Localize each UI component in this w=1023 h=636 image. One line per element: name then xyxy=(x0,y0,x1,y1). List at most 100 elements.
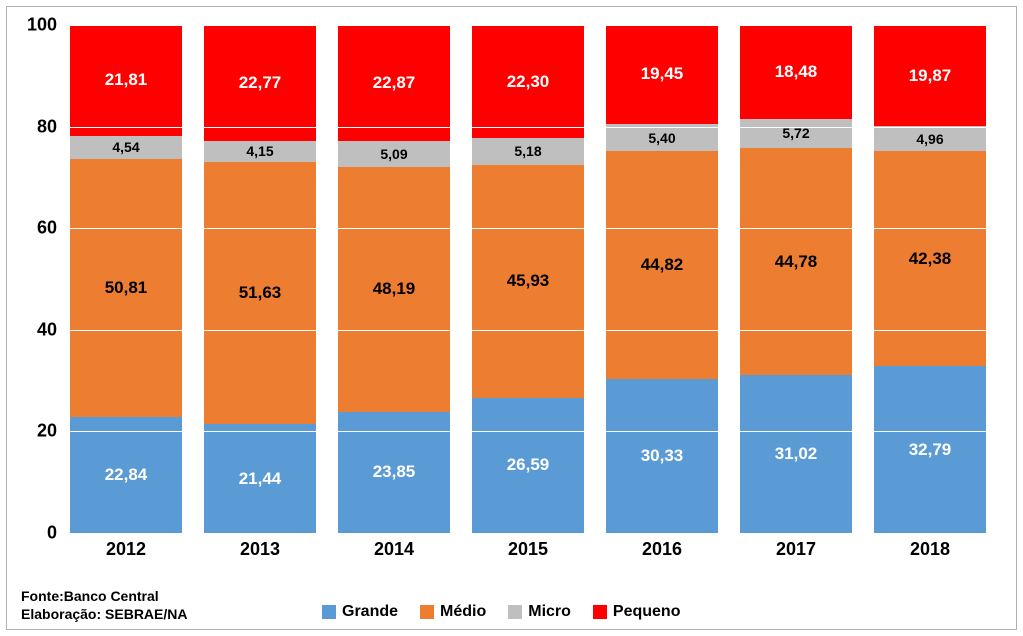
plot-area: 22,84 50,81 4,54 21,81 21,44 51,63 4,15 22,77 23… xyxy=(62,25,1002,533)
bar-segment-label: 26,59 xyxy=(507,455,550,475)
bar-segment-label: 5,40 xyxy=(648,130,675,146)
legend-swatch xyxy=(420,605,434,619)
bar-segment-grande: 32,79 xyxy=(874,366,986,533)
bar-segment-label: 22,30 xyxy=(507,72,550,92)
y-tick-label: 40 xyxy=(17,319,57,340)
legend-swatch xyxy=(508,605,522,619)
bar-segment-label: 22,77 xyxy=(239,73,282,93)
bar-segment-pequeno: 19,87 xyxy=(874,25,986,126)
bar-segment-medio: 44,82 xyxy=(606,151,718,379)
legend-label: Médio xyxy=(440,603,486,621)
bar-segment-grande: 26,59 xyxy=(472,398,584,533)
chart-frame: 0 20 40 60 80 100 22,84 50,81 4,54 21,81 21,44 51,… xyxy=(6,6,1017,630)
bar-segment-label: 19,45 xyxy=(641,64,684,84)
x-tick-label: 2017 xyxy=(776,539,816,560)
bar-segment-label: 22,87 xyxy=(373,73,416,93)
legend-label: Grande xyxy=(342,603,398,621)
footer-source: Fonte:Banco Central xyxy=(21,587,187,605)
bars-container: 22,84 50,81 4,54 21,81 21,44 51,63 4,15 22,77 23… xyxy=(62,25,1002,533)
footer-elab: Elaboração: SEBRAE/NA xyxy=(21,605,187,623)
bar-segment-pequeno: 22,30 xyxy=(472,25,584,138)
grid-line xyxy=(62,330,1002,331)
bar-segment-label: 5,18 xyxy=(514,143,541,159)
bar-segment-label: 48,19 xyxy=(373,279,416,299)
bar-segment-micro: 5,40 xyxy=(606,124,718,151)
bar-segment-micro: 4,96 xyxy=(874,126,986,151)
y-tick-label: 0 xyxy=(17,523,57,544)
bar-segment-pequeno: 22,77 xyxy=(204,25,316,141)
grid-line xyxy=(62,228,1002,229)
legend-label: Micro xyxy=(528,603,571,621)
bar-group: 22,84 50,81 4,54 21,81 xyxy=(70,25,182,533)
bar-group: 21,44 51,63 4,15 22,77 xyxy=(204,25,316,533)
bar-segment-label: 22,84 xyxy=(105,465,148,485)
legend: Grande Médio Micro Pequeno xyxy=(322,603,680,621)
bar-group: 30,33 44,82 5,40 19,45 xyxy=(606,25,718,533)
bar-segment-label: 5,72 xyxy=(782,125,809,141)
bar-segment-grande: 22,84 xyxy=(70,417,182,533)
bar-segment-label: 31,02 xyxy=(775,444,818,464)
bar-segment-label: 19,87 xyxy=(909,66,952,86)
x-tick-label: 2013 xyxy=(240,539,280,560)
bar-segment-label: 5,09 xyxy=(380,146,407,162)
bar-group: 32,79 42,38 4,96 19,87 xyxy=(874,25,986,533)
bar-segment-label: 32,79 xyxy=(909,440,952,460)
bar-segment-label: 45,93 xyxy=(507,271,550,291)
bar-segment-medio: 44,78 xyxy=(740,148,852,375)
legend-swatch xyxy=(593,605,607,619)
x-tick-label: 2012 xyxy=(106,539,146,560)
y-tick-label: 100 xyxy=(17,15,57,36)
bar-segment-pequeno: 22,87 xyxy=(338,25,450,141)
grid-line xyxy=(62,127,1002,128)
x-tick-label: 2018 xyxy=(910,539,950,560)
bar-segment-label: 51,63 xyxy=(239,283,282,303)
bar-segment-label: 4,54 xyxy=(112,139,139,155)
footer: Fonte:Banco Central Elaboração: SEBRAE/N… xyxy=(21,587,187,623)
bar-segment-pequeno: 19,45 xyxy=(606,25,718,124)
bar-segment-medio: 42,38 xyxy=(874,151,986,366)
legend-swatch xyxy=(322,605,336,619)
bar-segment-grande: 31,02 xyxy=(740,375,852,533)
bar-segment-label: 42,38 xyxy=(909,249,952,269)
bar-segment-label: 4,96 xyxy=(916,131,943,147)
grid-line xyxy=(62,533,1002,534)
x-tick-label: 2015 xyxy=(508,539,548,560)
bar-segment-micro: 4,54 xyxy=(70,136,182,159)
legend-item-micro: Micro xyxy=(508,603,571,621)
x-tick-label: 2016 xyxy=(642,539,682,560)
bar-segment-medio: 45,93 xyxy=(472,165,584,398)
bar-segment-micro: 5,72 xyxy=(740,119,852,148)
y-tick-label: 60 xyxy=(17,218,57,239)
bar-segment-label: 21,81 xyxy=(105,70,148,90)
x-tick-label: 2014 xyxy=(374,539,414,560)
bar-segment-grande: 23,85 xyxy=(338,412,450,533)
bar-segment-label: 30,33 xyxy=(641,446,684,466)
bar-segment-medio: 51,63 xyxy=(204,162,316,424)
bar-segment-grande: 30,33 xyxy=(606,379,718,533)
legend-item-grande: Grande xyxy=(322,603,398,621)
bar-segment-pequeno: 21,81 xyxy=(70,25,182,136)
bar-segment-label: 4,15 xyxy=(246,143,273,159)
bar-group: 26,59 45,93 5,18 22,30 xyxy=(472,25,584,533)
y-tick-label: 20 xyxy=(17,421,57,442)
legend-label: Pequeno xyxy=(613,603,681,621)
bar-segment-label: 50,81 xyxy=(105,278,148,298)
y-tick-label: 80 xyxy=(17,116,57,137)
bar-segment-micro: 5,09 xyxy=(338,141,450,167)
bar-segment-micro: 5,18 xyxy=(472,138,584,164)
x-axis: 2012 2013 2014 2015 2016 2017 2018 xyxy=(62,537,1002,567)
bar-segment-micro: 4,15 xyxy=(204,141,316,162)
legend-item-pequeno: Pequeno xyxy=(593,603,681,621)
y-axis: 020406080100 xyxy=(17,25,57,533)
bar-segment-label: 44,82 xyxy=(641,255,684,275)
bar-segment-label: 18,48 xyxy=(775,62,818,82)
grid-line xyxy=(62,431,1002,432)
bar-segment-grande: 21,44 xyxy=(204,424,316,533)
bar-segment-label: 44,78 xyxy=(775,252,818,272)
bar-segment-medio: 48,19 xyxy=(338,167,450,412)
bar-segment-label: 21,44 xyxy=(239,469,282,489)
bar-group: 23,85 48,19 5,09 22,87 xyxy=(338,25,450,533)
bar-segment-pequeno: 18,48 xyxy=(740,25,852,119)
legend-item-medio: Médio xyxy=(420,603,486,621)
grid-line xyxy=(62,25,1002,26)
